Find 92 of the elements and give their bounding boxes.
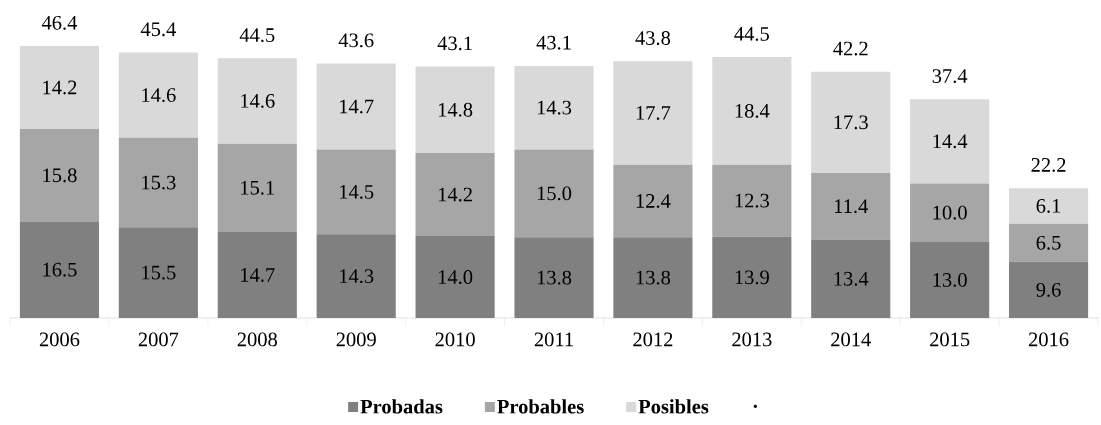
data-label: 10.0 xyxy=(933,205,967,220)
data-label: 14.2 xyxy=(438,187,472,202)
legend-label: Probadas xyxy=(360,399,443,414)
data-label: 15.3 xyxy=(142,175,176,190)
bar xyxy=(217,58,297,144)
total-label: 44.5 xyxy=(239,28,275,43)
data-label: 9.6 xyxy=(1036,282,1061,297)
total-label: 42.2 xyxy=(833,41,868,56)
bar xyxy=(1008,223,1089,262)
bar xyxy=(415,236,495,318)
total-label: 43.1 xyxy=(437,36,472,51)
total-label: 45.4 xyxy=(140,22,176,37)
bar xyxy=(118,52,198,138)
legend-label: Probables xyxy=(497,399,584,414)
data-label: 14.8 xyxy=(438,102,473,117)
legend-label: Posibles xyxy=(638,399,709,414)
x-tick-label: 2011 xyxy=(534,332,573,347)
bar xyxy=(415,66,495,154)
data-label: 14.3 xyxy=(340,269,374,284)
text: . xyxy=(753,404,757,409)
bar xyxy=(811,172,891,240)
total-label: 44.5 xyxy=(734,27,769,41)
bar xyxy=(613,61,693,165)
data-label: 14.3 xyxy=(537,100,572,115)
total-label: 43.1 xyxy=(536,35,571,50)
bar xyxy=(712,57,792,165)
data-label: 11.4 xyxy=(834,199,868,214)
bar xyxy=(613,164,693,238)
total-label: 37.4 xyxy=(932,69,968,84)
data-label: 18.4 xyxy=(735,103,770,118)
bar xyxy=(712,236,792,318)
data-label: 15.8 xyxy=(43,168,77,183)
data-label: 14.4 xyxy=(933,134,968,149)
x-tick-label: 2014 xyxy=(831,332,871,347)
data-label: 14.7 xyxy=(241,268,275,282)
bar xyxy=(712,164,792,237)
x-tick-label: 2009 xyxy=(336,332,376,347)
data-label: 12.3 xyxy=(735,193,769,208)
data-label: 6.5 xyxy=(1036,235,1061,250)
data-label: 14.6 xyxy=(142,88,176,103)
data-label: 16.5 xyxy=(43,262,77,277)
data-label: 14.6 xyxy=(241,94,275,108)
data-label: 17.7 xyxy=(636,106,671,120)
bar xyxy=(910,241,990,318)
bar xyxy=(811,71,891,173)
data-label: 12.4 xyxy=(636,194,671,208)
data-label: 15.5 xyxy=(142,265,176,280)
bar xyxy=(217,143,297,233)
bar xyxy=(514,149,594,238)
data-label: 17.3 xyxy=(834,115,868,130)
bar xyxy=(613,237,693,318)
bar xyxy=(811,239,891,318)
data-label: 6.1 xyxy=(1036,199,1061,213)
data-label: 15.0 xyxy=(537,186,572,201)
bar xyxy=(217,232,297,318)
bar xyxy=(316,234,396,318)
x-tick-label: 2016 xyxy=(1028,332,1069,347)
total-label: 43.8 xyxy=(635,31,671,46)
bar xyxy=(19,129,100,222)
bar xyxy=(514,237,594,318)
bar xyxy=(19,46,100,130)
x-tick-label: 2006 xyxy=(39,332,80,347)
bar xyxy=(910,183,990,242)
bar xyxy=(910,99,990,184)
data-label: 14.7 xyxy=(340,99,374,114)
bar xyxy=(316,149,396,235)
total-label: 22.2 xyxy=(1031,158,1066,172)
bar xyxy=(1008,188,1089,224)
bar xyxy=(514,65,594,150)
x-tick-label: 2012 xyxy=(633,332,673,347)
x-tick-label: 2013 xyxy=(732,332,772,347)
x-tick-label: 2007 xyxy=(138,332,179,347)
total-label: 46.4 xyxy=(41,15,78,30)
data-label: 13.0 xyxy=(933,273,967,287)
x-tick-label: 2010 xyxy=(435,332,475,347)
bar xyxy=(1008,261,1089,318)
bar xyxy=(19,221,100,318)
x-tick-label: 2015 xyxy=(930,332,970,347)
data-label: 14.5 xyxy=(340,185,374,199)
bar xyxy=(316,63,396,150)
bar xyxy=(118,227,198,318)
bar xyxy=(118,137,198,228)
data-label: 15.1 xyxy=(241,180,274,195)
data-label: 13.4 xyxy=(834,271,869,286)
x-tick-label: 2008 xyxy=(237,332,277,347)
data-label: 14.2 xyxy=(43,80,77,95)
bar xyxy=(415,153,495,237)
data-label: 14.0 xyxy=(438,270,473,285)
data-label: 13.8 xyxy=(537,270,572,285)
total-label: 43.6 xyxy=(338,33,374,48)
data-label: 13.8 xyxy=(636,270,671,285)
data-label: 13.9 xyxy=(735,270,769,285)
